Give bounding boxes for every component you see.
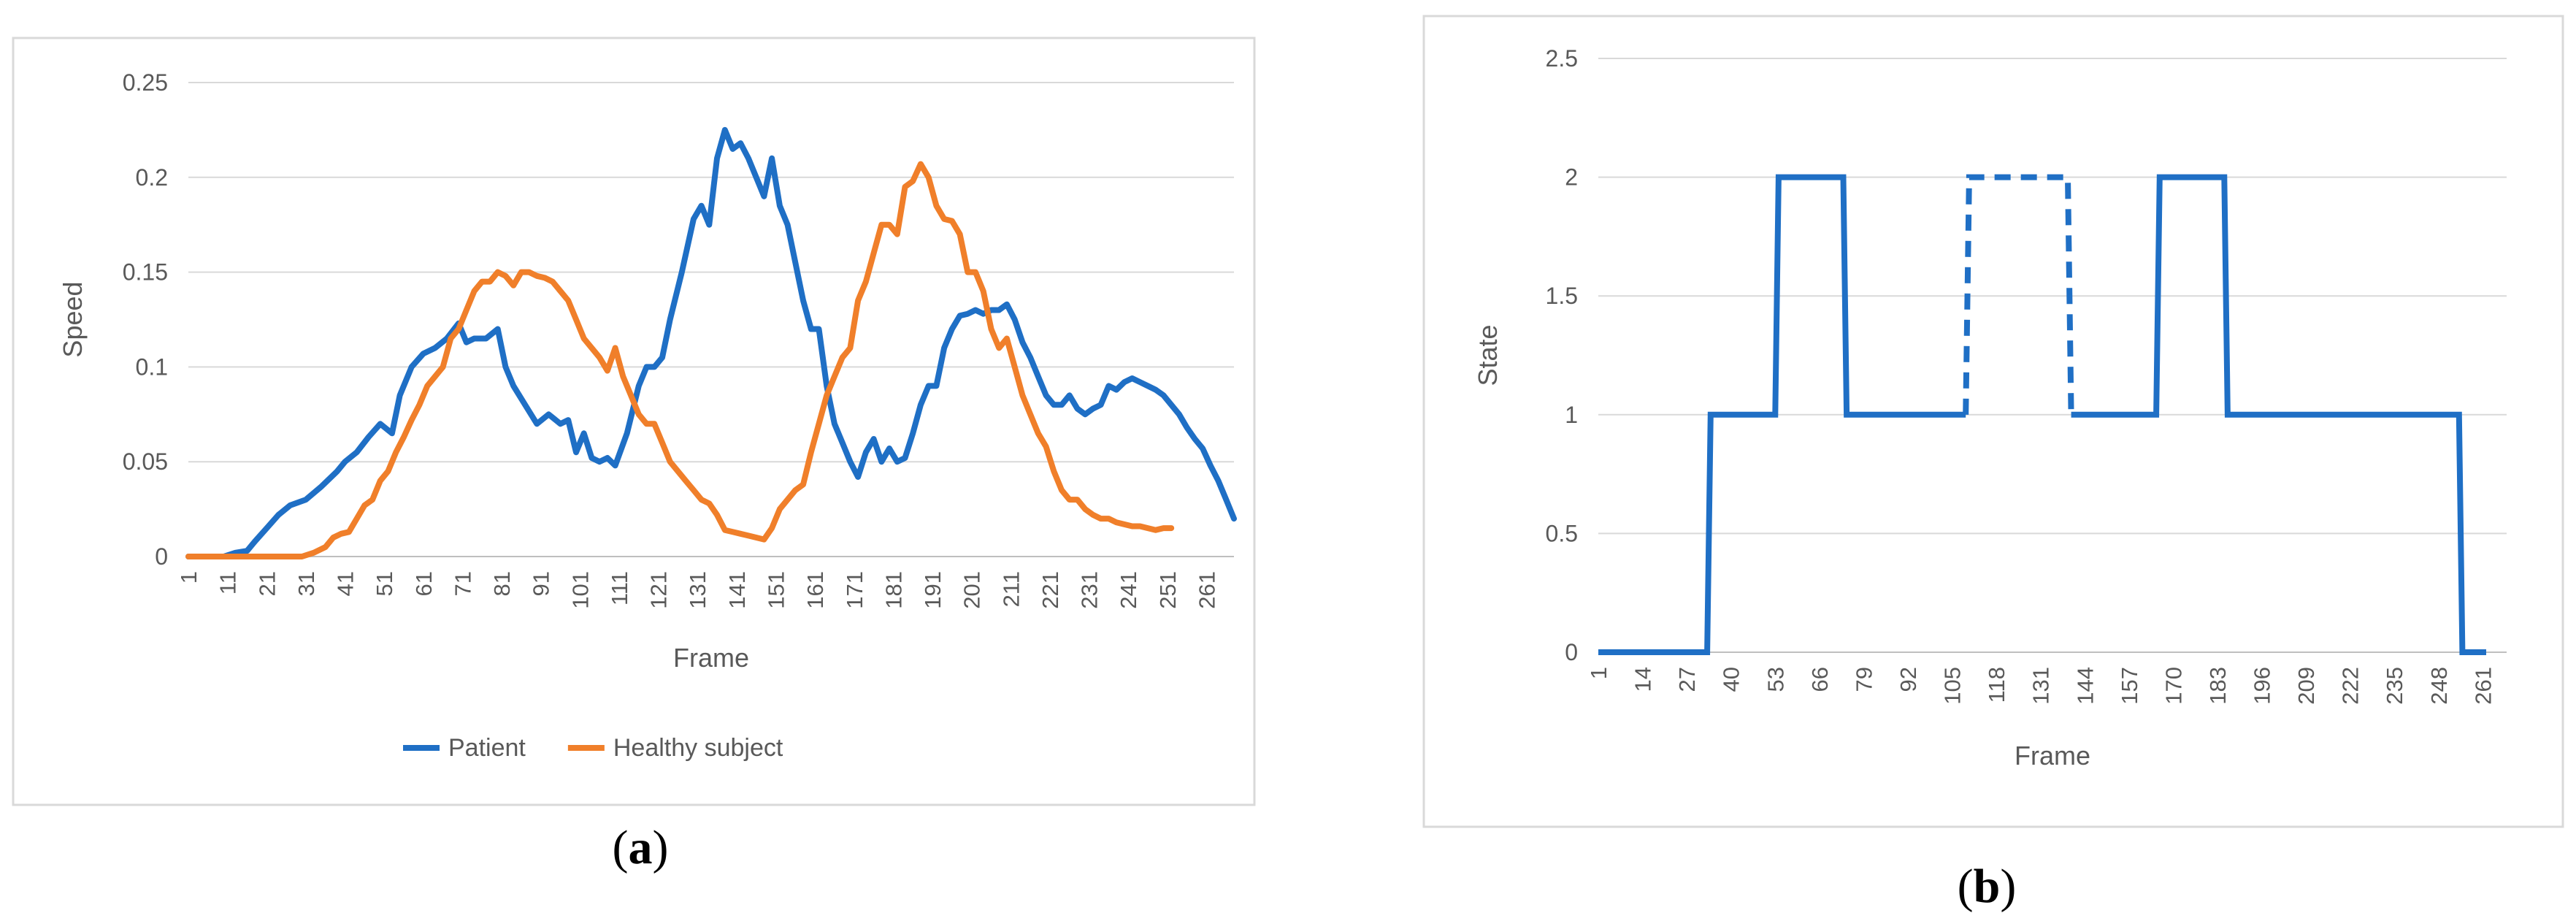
y-tick-label: 1.5 (1546, 283, 1578, 309)
x-tick-label: 141 (724, 571, 750, 609)
x-tick-label: 1 (1586, 667, 1611, 679)
x-tick-label: 118 (1984, 667, 2009, 703)
x-tick-label: 171 (842, 571, 867, 609)
x-tick-label: 157 (2117, 667, 2142, 705)
x-tick-label: 53 (1763, 667, 1788, 692)
y-tick-label: 0 (1565, 639, 1578, 665)
x-tick-label: 144 (2072, 667, 2098, 705)
x-tick-label: 261 (2470, 667, 2496, 705)
x-tick-label: 61 (411, 571, 437, 596)
chart-b: 0 0.5 1 1.5 2 2.5 1 14 27 40 53 66 79 92 105 118 131 144 1… (1473, 45, 2507, 771)
chart-b-frame (1422, 15, 2564, 828)
x-tick-label: 21 (254, 571, 280, 596)
y-tick-label: 0.5 (1546, 520, 1578, 546)
panel-label-b: (b) (1958, 860, 2017, 913)
x-tick-label: 251 (1155, 571, 1181, 609)
state-series-line-segment-3 (2071, 174, 2486, 655)
x-tick-label: 261 (1194, 571, 1219, 609)
legend-label-healthy-subject: Healthy subject (613, 734, 783, 762)
x-tick-label: 92 (1895, 667, 1921, 692)
y-tick-label: 0.15 (123, 259, 168, 286)
x-tick-label: 201 (959, 571, 985, 609)
patient-series-line (185, 126, 1237, 559)
x-tick-label: 51 (372, 571, 397, 596)
x-tick-label: 14 (1630, 667, 1656, 692)
x-tick-label: 191 (920, 571, 946, 609)
x-tick-label: 79 (1851, 667, 1877, 692)
chart-a-frame (12, 37, 1256, 806)
panel-label-a: (a) (613, 821, 669, 874)
x-tick-label: 71 (450, 571, 475, 596)
x-tick-label: 181 (881, 571, 906, 609)
x-tick-label: 131 (685, 571, 710, 609)
x-tick-label: 235 (2382, 667, 2407, 705)
x-tick-label: 1 (176, 571, 202, 584)
healthy-subject-series-line (185, 161, 1175, 559)
x-tick-label: 196 (2250, 667, 2275, 705)
x-tick-label: 111 (607, 571, 632, 605)
x-tick-label: 183 (2205, 667, 2231, 705)
x-tick-label: 11 (215, 571, 241, 595)
y-tick-label: 0 (155, 543, 168, 570)
x-tick-label: 231 (1077, 571, 1103, 609)
x-tick-label: 211 (998, 571, 1024, 607)
x-tick-label: 241 (1116, 571, 1141, 609)
x-tick-label: 222 (2338, 667, 2364, 705)
y-tick-label: 0.1 (136, 354, 168, 380)
x-axis-title: Frame (2015, 741, 2090, 771)
state-series-line-segment-2 (1963, 174, 2074, 415)
x-tick-label: 101 (567, 571, 593, 609)
y-axis-title: Speed (58, 281, 88, 357)
x-tick-label: 248 (2426, 667, 2452, 705)
x-tick-label: 221 (1038, 571, 1063, 609)
y-tick-label: 0.25 (123, 69, 168, 96)
x-tick-label: 91 (529, 571, 554, 596)
legend-label-patient: Patient (448, 734, 526, 762)
y-tick-label: 0.2 (136, 164, 168, 191)
x-tick-label: 40 (1719, 667, 1744, 692)
x-axis-title: Frame (673, 643, 749, 673)
y-tick-label: 1 (1565, 402, 1578, 428)
state-series-line-segment-1 (1598, 174, 1966, 655)
x-tick-label: 170 (2161, 667, 2186, 705)
x-tick-label: 27 (1674, 667, 1700, 692)
x-tick-label: 209 (2293, 667, 2319, 705)
y-tick-label: 2 (1565, 164, 1578, 191)
x-tick-label: 105 (1940, 667, 1966, 705)
x-tick-label: 31 (294, 571, 319, 596)
y-axis-title: State (1473, 324, 1503, 386)
x-tick-label: 131 (2028, 667, 2054, 705)
y-tick-label: 2.5 (1546, 45, 1578, 72)
chart-a: 00.050.10.150.20.251 11 21 31 41 51 61 71 81 91 10… (58, 69, 1237, 762)
x-tick-label: 161 (802, 571, 828, 609)
x-tick-label: 121 (646, 571, 672, 609)
x-tick-label: 81 (489, 571, 515, 596)
x-tick-label: 151 (763, 571, 789, 609)
y-tick-label: 0.05 (123, 448, 168, 475)
x-tick-label: 66 (1807, 667, 1833, 692)
x-tick-label: 41 (333, 571, 359, 596)
